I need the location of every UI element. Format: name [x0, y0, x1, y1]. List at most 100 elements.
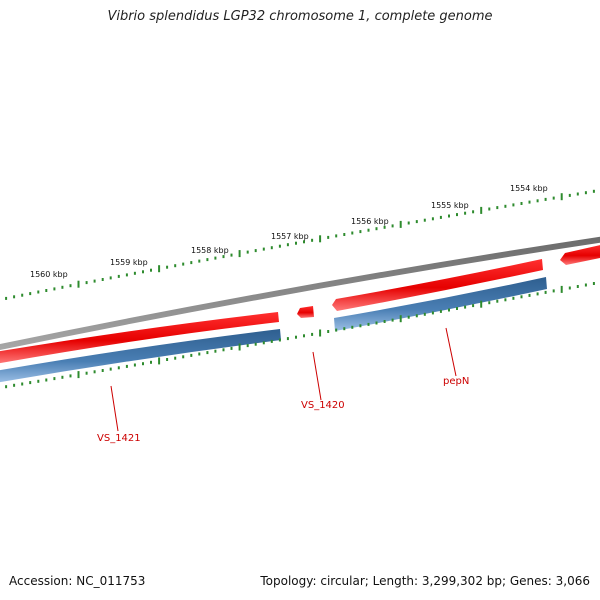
ruler-label-1558: 1558 kbp — [191, 246, 229, 255]
ruler-minor-tick — [93, 370, 96, 374]
ruler-minor-tick — [133, 271, 136, 275]
ruler-minor-tick — [101, 369, 104, 372]
ruler-minor-tick — [174, 264, 177, 268]
ruler-label-1560: 1560 kbp — [30, 270, 68, 279]
ruler-minor-tick — [431, 217, 434, 221]
ruler-minor-tick — [166, 265, 169, 269]
ruler-minor-tick — [343, 233, 346, 236]
ruler-minor-tick — [5, 385, 8, 389]
ruler-minor-tick — [407, 221, 410, 225]
ruler-minor-tick — [456, 307, 458, 310]
gene-label-pepn: pepN — [443, 376, 469, 387]
ruler-major-tick — [560, 193, 563, 201]
leader-line-pepn — [445, 327, 457, 377]
ruler-minor-tick — [13, 383, 16, 387]
ruler-labels: 1560 kbp 1559 kbp 1558 kbp 1557 kbp 1556… — [30, 184, 548, 279]
ruler-minor-tick — [504, 204, 507, 208]
map-title: Vibrio splendidus LGP32 chromosome 1, co… — [107, 9, 493, 24]
ruler-minor-tick — [536, 199, 539, 203]
outer-ruler-ticks — [5, 189, 595, 300]
ruler-minor-tick — [182, 355, 185, 359]
cds-feature-1 — [0, 312, 279, 364]
ruler-major-tick — [319, 329, 322, 337]
ruler-minor-tick — [246, 250, 249, 254]
ruler-label-1556: 1556 kbp — [351, 217, 389, 226]
ruler-minor-tick — [464, 305, 467, 309]
ruler-minor-tick — [21, 382, 24, 386]
ruler-minor-tick — [69, 284, 72, 288]
ruler-minor-tick — [520, 295, 523, 299]
ruler-minor-tick — [536, 292, 539, 296]
ruler-minor-tick — [383, 320, 386, 323]
ruler-minor-tick — [142, 362, 144, 366]
ruler-label-1555: 1555 kbp — [431, 201, 469, 210]
ruler-major-tick — [560, 285, 563, 293]
ruler-minor-tick — [448, 308, 450, 312]
ruler-minor-tick — [552, 196, 555, 200]
ruler-minor-tick — [512, 203, 515, 207]
ruler-minor-tick — [576, 285, 579, 288]
ruler-minor-tick — [262, 247, 265, 251]
cds-feature-3 — [332, 259, 543, 311]
ruler-minor-tick — [488, 207, 491, 211]
ruler-minor-tick — [335, 234, 338, 238]
ruler-minor-tick — [439, 309, 442, 313]
ruler-minor-tick — [21, 293, 24, 297]
ruler-minor-tick — [568, 286, 571, 290]
ruler-minor-tick — [125, 364, 128, 368]
ruler-minor-tick — [182, 262, 185, 266]
ruler-minor-tick — [375, 321, 378, 325]
ruler-minor-tick — [29, 292, 32, 296]
ruler-minor-tick — [456, 213, 458, 217]
leader-line-vs1420 — [312, 351, 322, 401]
ruler-minor-tick — [367, 322, 370, 326]
ruler-minor-tick — [230, 253, 233, 257]
ruler-minor-tick — [174, 356, 177, 360]
ruler-major-tick — [77, 371, 80, 379]
ruler-minor-tick — [198, 259, 201, 263]
ruler-major-tick — [158, 265, 161, 273]
ruler-minor-tick — [528, 200, 531, 204]
ruler-minor-tick — [303, 240, 305, 244]
ruler-minor-tick — [584, 283, 587, 287]
cds-feature-4 — [560, 245, 600, 265]
ruler-minor-tick — [464, 211, 467, 215]
ruler-minor-tick — [383, 225, 386, 229]
ruler-major-tick — [238, 343, 241, 351]
chromosome-backbone — [0, 236, 600, 350]
gene-labels: VS_1421 VS_1420 pepN — [97, 376, 469, 444]
ruler-minor-tick — [142, 270, 144, 274]
ruler-minor-tick — [520, 202, 523, 205]
ruler-minor-tick — [512, 296, 515, 300]
ruler-minor-tick — [311, 238, 314, 242]
ruler-minor-tick — [528, 293, 531, 297]
ruler-minor-tick — [576, 192, 579, 196]
ruler-major-tick — [480, 300, 483, 308]
ruler-minor-tick — [254, 249, 257, 253]
ruler-minor-tick — [327, 330, 330, 333]
ruler-minor-tick — [230, 346, 233, 350]
ruler-major-tick — [77, 280, 80, 288]
ruler-minor-tick — [117, 274, 120, 278]
ruler-minor-tick — [439, 215, 442, 219]
accession-text: Accession: NC_011753 — [9, 574, 146, 588]
gene-leader-lines — [110, 327, 457, 432]
ruler-minor-tick — [53, 287, 56, 291]
ruler-minor-tick — [270, 246, 273, 250]
gene-feature-2 — [334, 277, 547, 331]
ruler-minor-tick — [69, 374, 72, 378]
ruler-minor-tick — [295, 241, 297, 245]
ruler-minor-tick — [278, 338, 281, 342]
ruler-minor-tick — [206, 258, 209, 262]
ruler-minor-tick — [295, 335, 297, 339]
ruler-minor-tick — [592, 282, 595, 285]
ruler-minor-tick — [246, 344, 249, 348]
ruler-minor-tick — [391, 224, 394, 228]
ruler-minor-tick — [109, 367, 112, 371]
ruler-minor-tick — [544, 290, 547, 294]
ruler-major-tick — [480, 206, 483, 214]
cds-track — [0, 245, 600, 364]
ruler-minor-tick — [93, 279, 96, 283]
